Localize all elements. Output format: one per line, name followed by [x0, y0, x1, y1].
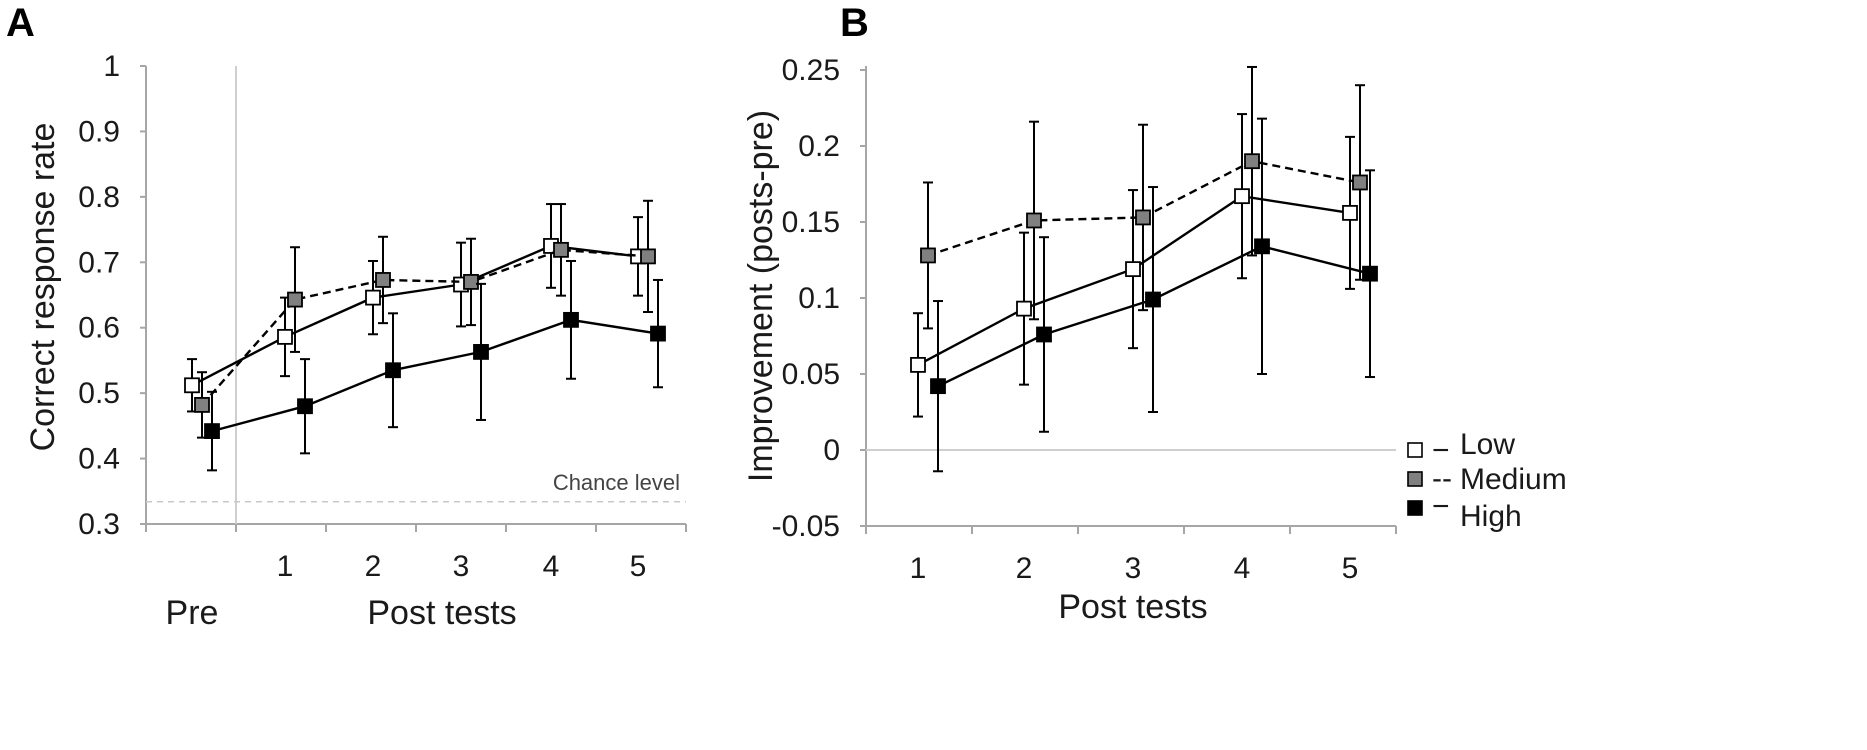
data-point-medium	[1135, 209, 1151, 226]
chart-a-x-tick-label: 3	[453, 550, 470, 583]
chart-b-x-tick-label: 3	[1125, 552, 1142, 585]
chart-a-y-tick-label: 1	[103, 50, 120, 83]
data-point-low	[184, 377, 200, 394]
chart-a-y-tick-label: 0.3	[78, 508, 120, 541]
legend-label-high: High	[1460, 500, 1522, 533]
chart-b-x-tick-label: 5	[1342, 552, 1359, 585]
chart-a-x-tick-label: 4	[543, 550, 560, 583]
chart-b-y-tick-label: 0.2	[798, 130, 840, 163]
chart-a-series-medium	[194, 199, 656, 439]
data-point-medium	[463, 274, 479, 290]
legend-marker-medium	[1407, 471, 1423, 487]
chart-b-y-tick-label: 0.25	[782, 54, 840, 87]
data-point-medium	[375, 272, 391, 288]
legend-item-medium: -- Medium	[1407, 462, 1567, 496]
legend-marker-high	[1407, 500, 1423, 516]
chart-a-x-tick-label: 5	[630, 550, 647, 583]
data-point-medium	[1352, 174, 1368, 191]
chart-a-y-tick-label: 0.4	[78, 443, 120, 476]
data-point-medium	[920, 247, 936, 264]
chart-b-y-axis-title: Improvement (posts-pre)	[742, 110, 780, 482]
data-point-medium	[287, 291, 303, 308]
chart-b-series-medium	[920, 65, 1368, 330]
legend-marker-low	[1407, 442, 1423, 458]
data-point-high	[1145, 291, 1161, 308]
data-point-low	[1342, 204, 1358, 221]
data-point-low	[910, 356, 926, 373]
series-line-medium	[927, 159, 1361, 257]
chart-a-y-axis-title: Correct response rate	[24, 123, 62, 452]
legend-label-medium: Medium	[1460, 463, 1567, 496]
chart-b-series-high	[930, 117, 1378, 473]
legend-dash-high: −	[1432, 490, 1450, 523]
data-point-high	[563, 311, 579, 328]
chart-a-y-tick-label: 0.7	[78, 246, 120, 279]
legend-item-high: − High	[1407, 490, 1522, 533]
chart-a-pre-label: Pre	[166, 594, 219, 632]
data-point-high	[1036, 326, 1052, 343]
chart-b-y-tick-label: 0.1	[798, 282, 840, 315]
data-point-high	[385, 362, 401, 379]
chart-b-x-tick-label: 4	[1234, 552, 1251, 585]
chart-a-y-tick-label: 0.6	[78, 312, 120, 345]
series-line-medium	[201, 248, 649, 406]
data-point-medium	[194, 397, 210, 413]
data-point-medium	[640, 248, 656, 265]
chart-a-series-high	[204, 259, 666, 472]
chart-a-x-axis-title: Post tests	[367, 594, 516, 632]
data-point-low	[1234, 188, 1250, 205]
chart-b: -0.05 0 0.05 0.1 0.15 0.2 0.25 1 2 3 4 5 Improveme…	[742, 54, 1397, 626]
legend: − Low -- Medium − High	[1407, 428, 1567, 533]
chance-level-label: Chance level	[553, 470, 680, 495]
data-point-high	[297, 398, 313, 415]
chart-b-y-tick-label: -0.05	[772, 510, 840, 543]
chart-b-x-axis-title: Post tests	[1058, 588, 1207, 626]
data-point-high	[1362, 265, 1378, 282]
data-point-high	[204, 423, 220, 439]
data-point-low	[1016, 300, 1032, 317]
chart-b-x-tick-label: 2	[1016, 552, 1033, 585]
panel-label-b: B	[840, 1, 869, 45]
chart-a-x-tick-label: 2	[365, 550, 382, 583]
data-point-medium	[1244, 153, 1260, 170]
chart-b-x-tick-label: 1	[910, 552, 927, 585]
chart-b-series-low	[910, 113, 1358, 418]
data-point-high	[930, 378, 946, 395]
legend-label-low: Low	[1460, 428, 1515, 461]
chart-a: 0.3 0.4 0.5 0.6 0.7 0.8 0.9 1 1 2 3 4 5 Chance leve…	[24, 50, 687, 632]
data-point-high	[473, 344, 489, 360]
data-point-medium	[553, 241, 569, 258]
chart-b-y-tick-label: 0.05	[782, 358, 840, 391]
data-point-high	[1254, 238, 1270, 255]
chart-a-y-tick-label: 0.5	[78, 377, 120, 410]
legend-dash-low: −	[1432, 434, 1450, 467]
chart-a-x-tick-label: 1	[277, 550, 294, 583]
series-line-high	[211, 318, 659, 433]
data-point-low	[277, 328, 293, 345]
panel-label-a: A	[6, 1, 35, 45]
chart-b-y-tick-label: 0.15	[782, 206, 840, 239]
chart-a-y-tick-label: 0.9	[78, 115, 120, 148]
legend-dash-medium: --	[1432, 462, 1452, 495]
chart-b-y-tick-label: 0	[823, 434, 840, 467]
legend-item-low: − Low	[1407, 428, 1515, 467]
chart-a-y-tick-label: 0.8	[78, 181, 120, 214]
data-point-high	[650, 325, 666, 342]
data-point-medium	[1026, 212, 1042, 229]
chart-a-series-low	[184, 203, 646, 413]
data-point-low	[365, 289, 381, 306]
data-point-low	[1125, 261, 1141, 278]
